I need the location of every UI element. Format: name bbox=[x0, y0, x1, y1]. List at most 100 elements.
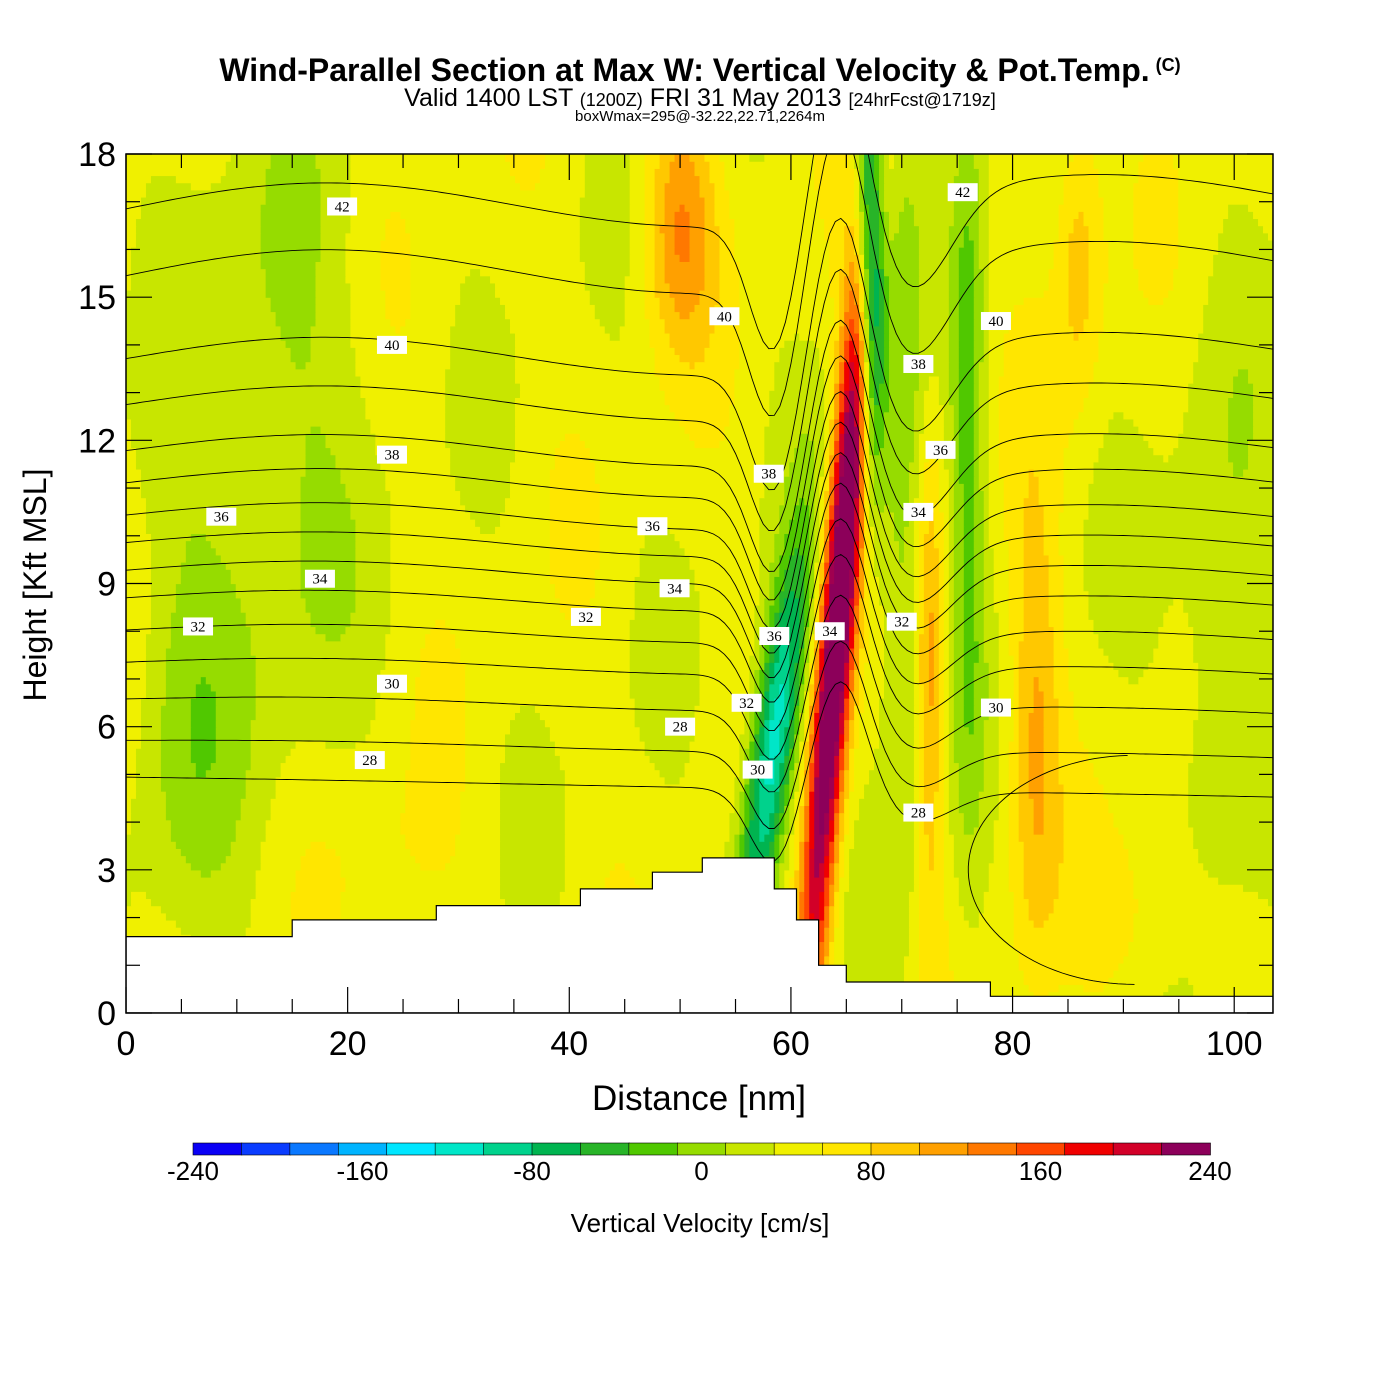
field-cell bbox=[784, 705, 790, 713]
field-cell bbox=[126, 690, 147, 699]
field-cell bbox=[988, 504, 1005, 513]
field-cell bbox=[599, 497, 760, 506]
field-cell bbox=[943, 583, 950, 592]
field-cell bbox=[804, 819, 810, 828]
field-cell bbox=[844, 361, 850, 370]
contour-label: 30 bbox=[376, 674, 407, 693]
field-cell bbox=[320, 175, 352, 184]
field-cell bbox=[874, 533, 895, 542]
field-cell bbox=[1043, 819, 1065, 828]
field-cell bbox=[1018, 826, 1035, 835]
field-cell bbox=[829, 640, 845, 649]
field-cell bbox=[769, 662, 775, 670]
field-cell bbox=[869, 533, 875, 542]
field-cell bbox=[674, 347, 706, 356]
field-cell bbox=[819, 934, 825, 943]
field-cell bbox=[1003, 526, 1025, 534]
field-cell bbox=[799, 712, 805, 721]
field-cell bbox=[829, 783, 835, 792]
field-cell bbox=[445, 368, 516, 377]
field-cell bbox=[824, 404, 830, 413]
field-cell bbox=[175, 175, 222, 184]
field-cell bbox=[918, 705, 925, 713]
field-cell bbox=[739, 261, 830, 270]
field-cell bbox=[584, 275, 626, 284]
field-cell bbox=[355, 740, 411, 749]
field-cell bbox=[973, 354, 985, 363]
field-cell bbox=[1083, 576, 1273, 585]
field-cell bbox=[345, 275, 381, 284]
field-cell bbox=[799, 669, 805, 678]
field-cell bbox=[385, 225, 406, 234]
field-cell bbox=[629, 161, 646, 169]
field-cell bbox=[864, 340, 870, 348]
field-cell bbox=[839, 375, 845, 384]
field-cell bbox=[784, 712, 790, 721]
field-cell bbox=[599, 540, 646, 549]
field-cell bbox=[963, 612, 975, 620]
theta-contour-38 bbox=[126, 319, 1273, 572]
field-cell bbox=[1268, 898, 1273, 907]
field-cell bbox=[784, 841, 790, 849]
contour-label-text: 40 bbox=[384, 338, 399, 354]
field-cell bbox=[624, 311, 646, 320]
field-cell bbox=[126, 805, 132, 814]
field-cell bbox=[704, 282, 721, 291]
field-cell bbox=[130, 247, 262, 255]
field-cell bbox=[854, 325, 860, 334]
field-cell bbox=[784, 884, 790, 892]
field-cell bbox=[1023, 297, 1070, 305]
field-cell bbox=[938, 712, 945, 721]
field-cell bbox=[664, 776, 681, 785]
field-cell bbox=[749, 712, 755, 721]
field-cell bbox=[829, 934, 835, 943]
field-cell bbox=[854, 196, 860, 205]
field-cell bbox=[918, 533, 925, 542]
field-cell bbox=[814, 461, 825, 470]
field-cell bbox=[998, 762, 1010, 771]
field-cell bbox=[1013, 683, 1020, 692]
field-cell bbox=[824, 476, 830, 484]
field-cell bbox=[370, 726, 411, 735]
field-cell bbox=[923, 583, 940, 592]
field-cell bbox=[779, 834, 785, 842]
field-cell bbox=[1043, 511, 1060, 520]
field-cell bbox=[814, 569, 820, 577]
field-cell bbox=[1193, 719, 1273, 728]
field-cell bbox=[804, 569, 810, 577]
field-cell bbox=[150, 619, 172, 628]
field-cell bbox=[829, 526, 835, 534]
field-cell bbox=[789, 705, 795, 713]
field-cell bbox=[500, 776, 566, 785]
field-cell bbox=[135, 232, 262, 241]
field-cell bbox=[126, 526, 147, 534]
field-cell bbox=[824, 705, 840, 713]
field-cell bbox=[1178, 175, 1273, 184]
field-cell bbox=[355, 562, 391, 570]
field-cell bbox=[145, 497, 302, 506]
field-cell bbox=[1128, 676, 1139, 685]
field-cell bbox=[983, 569, 995, 577]
field-cell bbox=[774, 876, 780, 885]
field-cell bbox=[659, 161, 671, 169]
field-cell bbox=[824, 647, 845, 656]
field-cell bbox=[140, 719, 162, 728]
field-cell bbox=[1198, 340, 1273, 348]
field-cell bbox=[415, 690, 466, 699]
field-cell bbox=[674, 239, 691, 248]
field-cell bbox=[1023, 619, 1050, 628]
field-cell bbox=[779, 862, 790, 871]
field-cell bbox=[165, 812, 242, 821]
field-cell bbox=[958, 332, 975, 341]
field-cell bbox=[126, 154, 232, 162]
field-cell bbox=[719, 290, 740, 298]
field-cell bbox=[410, 239, 581, 248]
field-cell bbox=[829, 347, 835, 356]
field-cell bbox=[549, 504, 601, 513]
field-cell bbox=[953, 855, 995, 864]
field-cell bbox=[1193, 826, 1273, 835]
field-cell bbox=[834, 855, 840, 864]
field-cell bbox=[864, 562, 870, 570]
field-cell bbox=[305, 447, 332, 456]
field-cell bbox=[814, 533, 820, 542]
